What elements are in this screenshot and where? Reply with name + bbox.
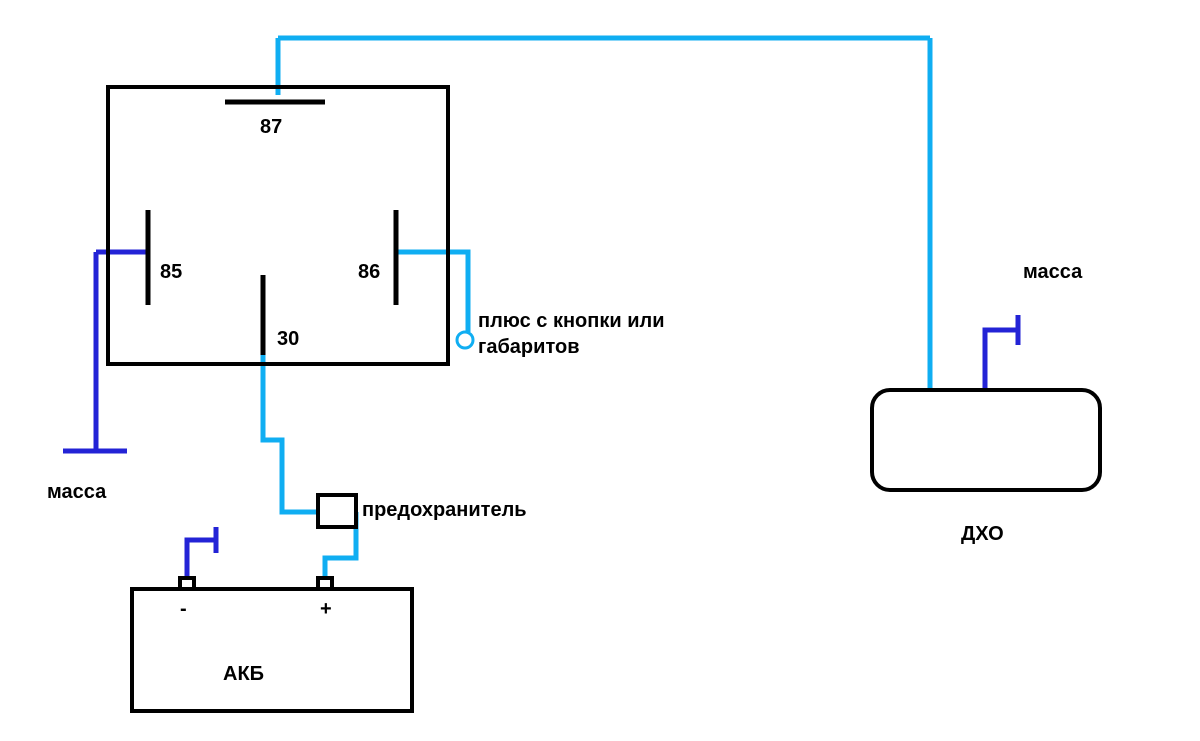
battery-terminal-plus [318, 578, 332, 589]
label-fuse: предохранитель [362, 499, 527, 521]
wiring-diagram: 87 85 86 30 масса масса предохранитель плюс с к… [0, 0, 1200, 741]
button-plus-ring [457, 332, 473, 348]
label-drl: ДХО [961, 523, 1004, 545]
label-bat_plus: + [320, 598, 332, 620]
label-ground_right: масса [1023, 261, 1083, 283]
drl-box [872, 390, 1100, 490]
wire-pin86-out [396, 252, 468, 332]
relay-pin-label-85: 85 [160, 261, 182, 283]
relay-pin-label-86: 86 [358, 261, 380, 283]
wire-bat-minus-lead [187, 540, 218, 578]
relay-pin-label-30: 30 [277, 328, 299, 350]
relay-pins [148, 102, 396, 355]
fuse-box [318, 495, 356, 527]
label-battery: АКБ [223, 663, 264, 685]
label-button_line2: габаритов [478, 336, 579, 358]
label-ground_left: масса [47, 481, 107, 503]
wire-pin30-down [263, 355, 318, 512]
wire-drl-ground-up [985, 330, 1020, 390]
label-button_line1: плюс с кнопки или [478, 310, 665, 332]
label-bat_minus: - [180, 598, 187, 620]
battery-box [132, 589, 412, 711]
cyan-wires [263, 38, 930, 578]
battery-terminal-minus [180, 578, 194, 589]
relay-pin-label-87: 87 [260, 116, 282, 138]
